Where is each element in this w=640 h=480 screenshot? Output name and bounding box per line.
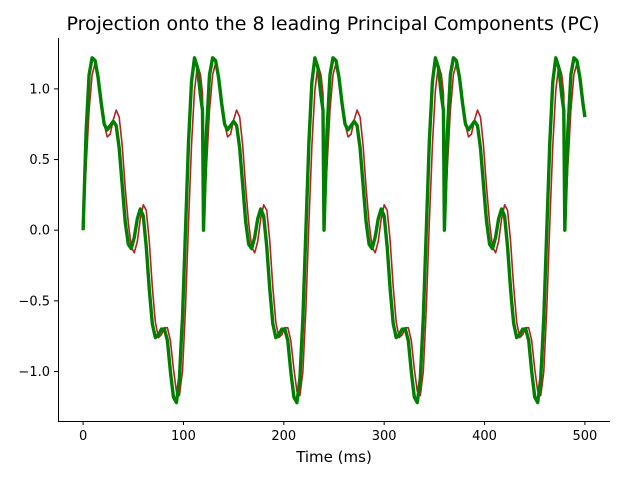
series-line-1: [82, 62, 586, 397]
y-axis-ticks: −1.0 −0.5 0.0 0.5 1.0: [18, 82, 58, 380]
x-tick-label: 0: [79, 429, 87, 444]
y-tick-label: 1.0: [29, 82, 50, 97]
y-tick-label: 0.0: [29, 224, 50, 239]
x-tick-label: 200: [271, 429, 296, 444]
x-axis-title: Time (ms): [295, 448, 372, 466]
x-tick-label: 400: [472, 429, 497, 444]
plot-series: [81, 56, 587, 405]
y-tick-label: −0.5: [18, 294, 50, 309]
x-tick-label: 100: [171, 429, 196, 444]
y-tick-label: −1.0: [18, 365, 50, 380]
series-line-2: [81, 56, 587, 405]
y-tick-label: 0.5: [29, 153, 50, 168]
x-axis-ticks: 0 100 200 300 400 500: [79, 421, 597, 444]
x-tick-label: 500: [572, 429, 597, 444]
chart-title: Projection onto the 8 leading Principal …: [66, 13, 599, 35]
x-tick-label: 300: [372, 429, 397, 444]
